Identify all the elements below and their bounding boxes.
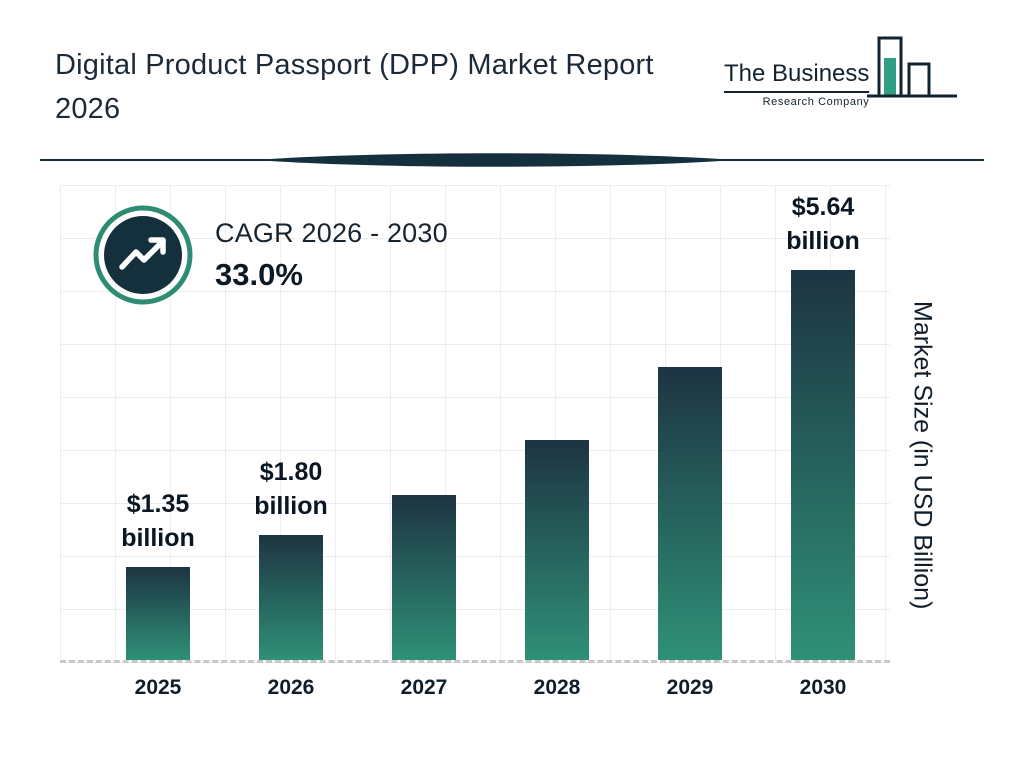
bar-2026 [259,535,323,660]
page-title: Digital Product Passport (DPP) Market Re… [55,49,654,125]
trending-up-icon [93,205,193,305]
bar-value-label-2025: $1.35 billion [121,490,195,552]
bar-2029 [658,367,722,660]
logo-text-secondary: Research Company [762,96,870,108]
x-tick-2026: 2026 [267,676,315,699]
bar-2027 [392,495,456,660]
x-tick-2029: 2029 [666,676,714,699]
x-tick-2025: 2025 [134,676,182,699]
bar-2025 [126,567,190,660]
bar-value-label-2030: $5.64 billion [786,193,860,255]
cagr-text: CAGR 2026 - 2030 33.0% [215,218,448,293]
x-tick-2030: 2030 [799,676,847,699]
x-tick-2027: 2027 [400,676,448,699]
logo-text: The Business Research Company [724,60,870,108]
bar-value-label-2026: $1.80 billion [254,458,328,520]
bar-chart-plot-area: $1.35 billion 2025 $1.80 billion 2026 2027 20… [60,185,890,699]
bar-chart-logo-icon [867,36,958,98]
cagr-label: CAGR 2026 - 2030 [215,217,448,248]
x-tick-2028: 2028 [533,676,581,699]
cagr-badge: CAGR 2026 - 2030 33.0% [93,205,448,305]
bar-2030 [791,270,855,660]
bar-2028 [525,440,589,660]
cagr-value: 33.0% [215,256,303,292]
logo-text-primary: The Business [724,60,870,93]
section-divider [0,150,1024,170]
y-axis-label: Market Size (in USD Billion) [908,300,937,610]
company-logo: The Business Research Company [724,36,959,140]
divider-lens-icon [40,153,984,167]
